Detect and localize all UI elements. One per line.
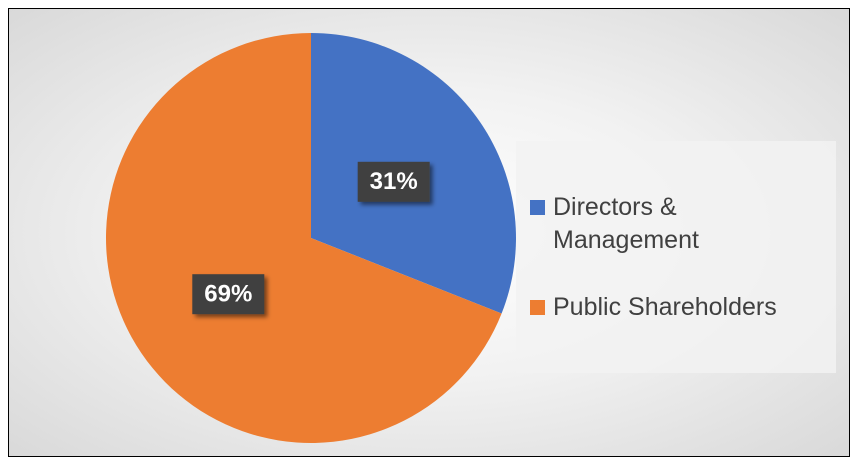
legend-label: Public Shareholders [553,292,777,321]
data-label-group: 31% [357,161,430,202]
data-label-box [357,161,430,202]
legend-label: Directors & Management [553,192,699,254]
legend-item: Directors & Management [530,191,836,257]
pie-area: 31% 69% [105,33,516,443]
pie-slice [105,33,502,443]
legend-item: Public Shareholders [530,291,836,324]
data-label: 31% [370,168,418,195]
data-label: 69% [204,281,252,308]
chart: 31% 69% Directors & Management Public Shar… [8,8,850,457]
data-label-group: 69% [192,274,265,315]
legend: Directors & Management Public Shareholder… [516,141,836,373]
data-label-box [192,274,265,315]
legend-swatch [530,199,545,215]
legend-swatch [530,299,545,315]
